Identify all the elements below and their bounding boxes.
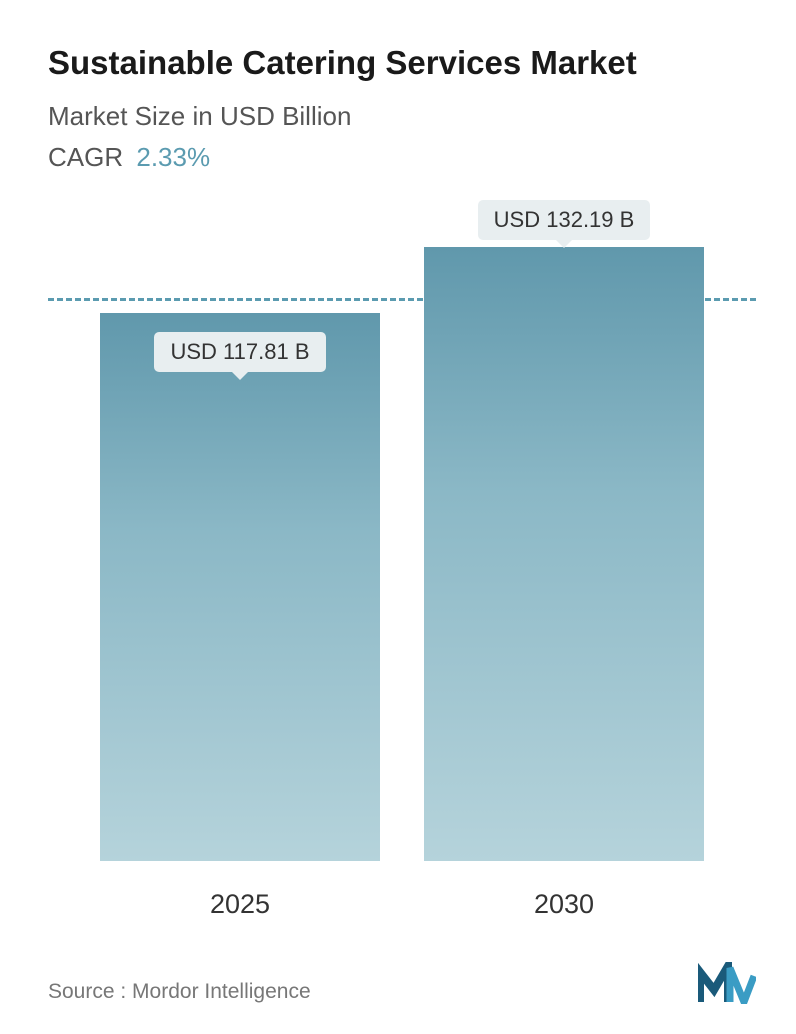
subtitle: Market Size in USD Billion bbox=[48, 101, 756, 132]
xlabel-2030: 2030 bbox=[424, 889, 704, 920]
cagr-label: CAGR bbox=[48, 142, 123, 172]
bar-group-2025: USD 117.81 B bbox=[100, 313, 380, 861]
value-label-2030: USD 132.19 B bbox=[478, 200, 651, 240]
page-title: Sustainable Catering Services Market bbox=[48, 42, 756, 83]
chart-area: USD 117.81 B USD 132.19 B bbox=[48, 233, 756, 871]
xlabel-2025: 2025 bbox=[100, 889, 380, 920]
mordor-logo-icon bbox=[698, 962, 756, 1004]
cagr-row: CAGR 2.33% bbox=[48, 142, 756, 173]
footer: Source : Mordor Intelligence bbox=[48, 920, 756, 1004]
source-text: Source : Mordor Intelligence bbox=[48, 980, 311, 1004]
bar-group-2030: USD 132.19 B bbox=[424, 247, 704, 861]
chart-container: Sustainable Catering Services Market Mar… bbox=[0, 0, 796, 1034]
bar-2025 bbox=[100, 313, 380, 861]
value-label-2025: USD 117.81 B bbox=[154, 332, 325, 372]
x-axis-labels: 2025 2030 bbox=[48, 871, 756, 920]
cagr-value: 2.33% bbox=[136, 142, 210, 172]
bar-2030 bbox=[424, 247, 704, 861]
